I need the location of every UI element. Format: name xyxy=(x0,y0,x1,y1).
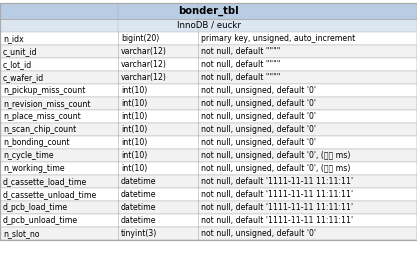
Text: n_cycle_time: n_cycle_time xyxy=(3,151,54,160)
Bar xyxy=(0,175,417,188)
Bar xyxy=(0,45,417,58)
Bar xyxy=(0,84,417,97)
Bar xyxy=(0,110,417,123)
Bar xyxy=(0,58,417,71)
Bar xyxy=(0,136,417,149)
Text: n_idx: n_idx xyxy=(3,34,24,43)
Bar xyxy=(0,123,417,136)
Text: d_pcb_load_time: d_pcb_load_time xyxy=(3,203,68,212)
Bar xyxy=(0,71,417,84)
Text: n_bonding_count: n_bonding_count xyxy=(3,138,70,147)
Text: n_slot_no: n_slot_no xyxy=(3,229,40,238)
Text: n_pickup_miss_count: n_pickup_miss_count xyxy=(3,86,85,95)
Text: not null, unsigned, default '0': not null, unsigned, default '0' xyxy=(201,138,316,147)
Text: not null, default """": not null, default """" xyxy=(201,60,280,69)
Text: n_scan_chip_count: n_scan_chip_count xyxy=(3,125,76,134)
Text: not null, default '1111-11-11 11:11:11': not null, default '1111-11-11 11:11:11' xyxy=(201,203,353,212)
Text: datetime: datetime xyxy=(121,190,156,199)
Text: int(10): int(10) xyxy=(121,99,147,108)
Bar xyxy=(0,3,417,240)
Text: not null, unsigned, default '0': not null, unsigned, default '0' xyxy=(201,229,316,238)
Text: datetime: datetime xyxy=(121,216,156,225)
Text: InnoDB / euckr: InnoDB / euckr xyxy=(176,21,241,30)
Bar xyxy=(0,149,417,162)
Text: varchar(12): varchar(12) xyxy=(121,47,167,56)
Text: int(10): int(10) xyxy=(121,112,147,121)
Bar xyxy=(0,188,417,201)
Bar xyxy=(0,32,417,45)
Text: not null, unsigned, default '0', (단위 ms): not null, unsigned, default '0', (단위 ms) xyxy=(201,164,350,173)
Text: n_working_time: n_working_time xyxy=(3,164,65,173)
Text: not null, default """": not null, default """" xyxy=(201,73,280,82)
Text: n_revision_miss_count: n_revision_miss_count xyxy=(3,99,90,108)
Text: not null, default '1111-11-11 11:11:11': not null, default '1111-11-11 11:11:11' xyxy=(201,190,353,199)
Text: d_cassette_unload_time: d_cassette_unload_time xyxy=(3,190,97,199)
Text: d_cassette_load_time: d_cassette_load_time xyxy=(3,177,87,186)
Text: not null, default '1111-11-11 11:11:11': not null, default '1111-11-11 11:11:11' xyxy=(201,216,353,225)
Text: int(10): int(10) xyxy=(121,86,147,95)
Text: int(10): int(10) xyxy=(121,138,147,147)
Text: d_pcb_unload_time: d_pcb_unload_time xyxy=(3,216,78,225)
Text: int(10): int(10) xyxy=(121,151,147,160)
Text: c_unit_id: c_unit_id xyxy=(3,47,38,56)
Bar xyxy=(0,227,417,240)
Text: not null, unsigned, default '0': not null, unsigned, default '0' xyxy=(201,99,316,108)
Text: tinyint(3): tinyint(3) xyxy=(121,229,157,238)
Text: not null, unsigned, default '0': not null, unsigned, default '0' xyxy=(201,125,316,134)
Text: primary key, unsigned, auto_increment: primary key, unsigned, auto_increment xyxy=(201,34,355,43)
Text: c_wafer_id: c_wafer_id xyxy=(3,73,44,82)
Bar xyxy=(0,3,417,19)
Text: bonder_tbl: bonder_tbl xyxy=(178,6,239,16)
Text: not null, default """": not null, default """" xyxy=(201,47,280,56)
Text: varchar(12): varchar(12) xyxy=(121,60,167,69)
Bar xyxy=(0,19,417,32)
Text: not null, unsigned, default '0': not null, unsigned, default '0' xyxy=(201,86,316,95)
Text: datetime: datetime xyxy=(121,177,156,186)
Text: not null, unsigned, default '0': not null, unsigned, default '0' xyxy=(201,112,316,121)
Text: not null, default '1111-11-11 11:11:11': not null, default '1111-11-11 11:11:11' xyxy=(201,177,353,186)
Text: varchar(12): varchar(12) xyxy=(121,73,167,82)
Text: not null, unsigned, default '0', (단위 ms): not null, unsigned, default '0', (단위 ms) xyxy=(201,151,350,160)
Bar xyxy=(0,97,417,110)
Bar xyxy=(0,162,417,175)
Bar xyxy=(0,201,417,214)
Bar xyxy=(0,214,417,227)
Text: c_lot_id: c_lot_id xyxy=(3,60,32,69)
Text: bigint(20): bigint(20) xyxy=(121,34,159,43)
Text: int(10): int(10) xyxy=(121,164,147,173)
Text: n_place_miss_count: n_place_miss_count xyxy=(3,112,81,121)
Text: datetime: datetime xyxy=(121,203,156,212)
Text: int(10): int(10) xyxy=(121,125,147,134)
